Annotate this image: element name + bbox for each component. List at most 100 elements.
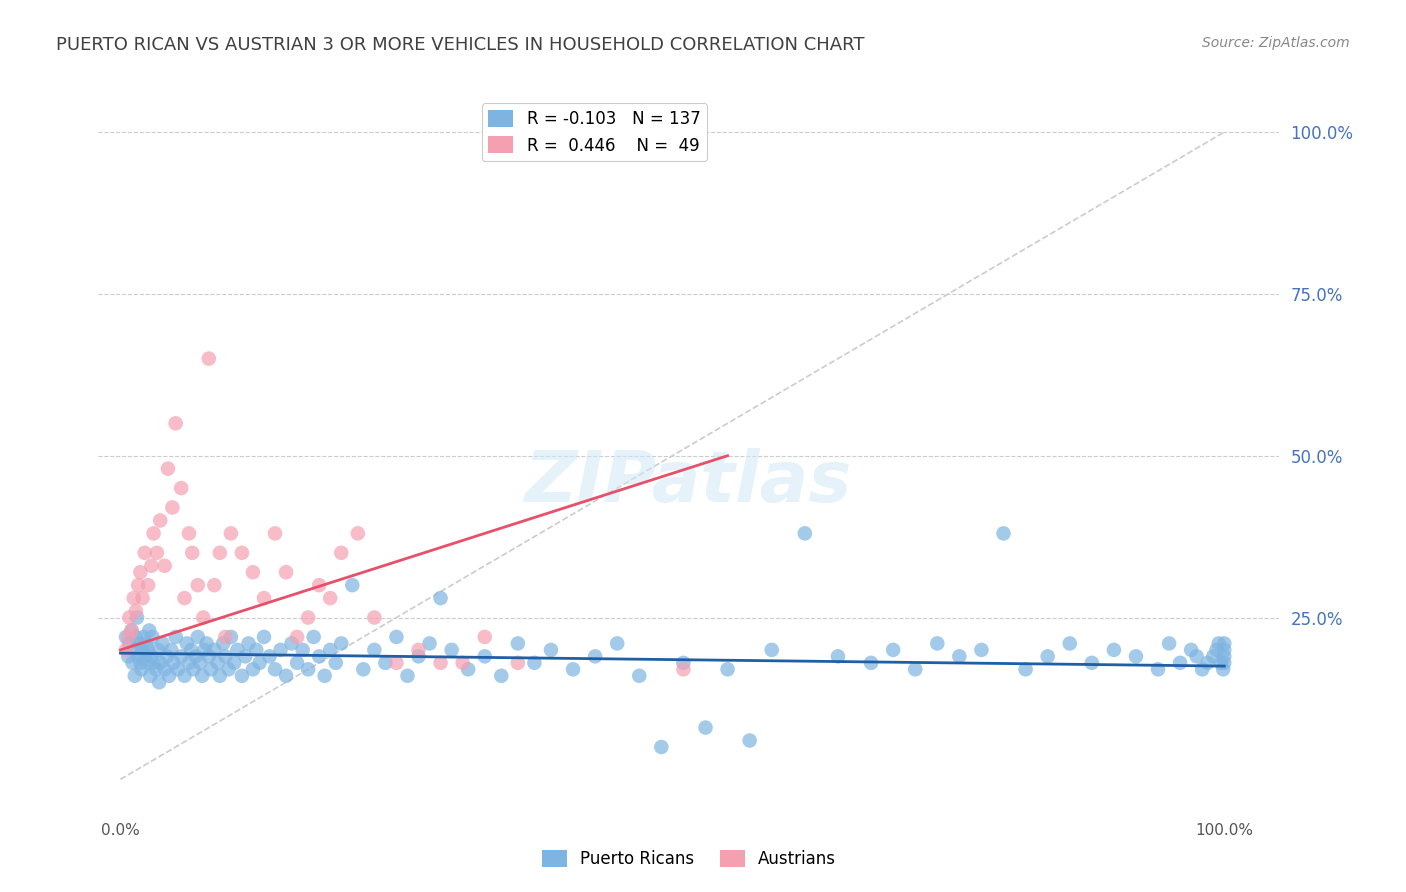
- Puerto Ricans: [141, 649, 163, 664]
- Puerto Ricans: [882, 643, 904, 657]
- Austrians: [474, 630, 496, 644]
- Puerto Ricans: [457, 662, 479, 676]
- Puerto Ricans: [162, 656, 184, 670]
- Puerto Ricans: [583, 649, 606, 664]
- Puerto Ricans: [187, 630, 209, 644]
- Austrians: [146, 546, 169, 560]
- Puerto Ricans: [280, 636, 302, 650]
- Puerto Ricans: [148, 675, 170, 690]
- Austrians: [253, 591, 276, 606]
- Austrians: [363, 610, 385, 624]
- Puerto Ricans: [233, 649, 256, 664]
- Puerto Ricans: [285, 656, 308, 670]
- Puerto Ricans: [314, 669, 336, 683]
- Puerto Ricans: [128, 636, 150, 650]
- Austrians: [122, 591, 145, 606]
- Puerto Ricans: [195, 636, 218, 650]
- Puerto Ricans: [1197, 656, 1219, 670]
- Austrians: [214, 630, 236, 644]
- Puerto Ricans: [562, 662, 585, 676]
- Legend: R = -0.103   N = 137, R =  0.446    N =  49: R = -0.103 N = 137, R = 0.446 N = 49: [482, 103, 707, 161]
- Austrians: [187, 578, 209, 592]
- Austrians: [141, 558, 163, 573]
- Puerto Ricans: [264, 662, 287, 676]
- Puerto Ricans: [153, 662, 176, 676]
- Puerto Ricans: [207, 656, 229, 670]
- Austrians: [202, 578, 225, 592]
- Puerto Ricans: [231, 669, 253, 683]
- Puerto Ricans: [270, 643, 292, 657]
- Puerto Ricans: [793, 526, 815, 541]
- Puerto Ricans: [219, 630, 242, 644]
- Puerto Ricans: [827, 649, 849, 664]
- Puerto Ricans: [308, 649, 330, 664]
- Austrians: [308, 578, 330, 592]
- Text: Source: ZipAtlas.com: Source: ZipAtlas.com: [1202, 36, 1350, 50]
- Austrians: [136, 578, 159, 592]
- Puerto Ricans: [202, 643, 225, 657]
- Puerto Ricans: [177, 656, 200, 670]
- Puerto Ricans: [238, 636, 260, 650]
- Puerto Ricans: [124, 669, 146, 683]
- Puerto Ricans: [491, 669, 513, 683]
- Puerto Ricans: [1191, 662, 1213, 676]
- Puerto Ricans: [738, 733, 761, 747]
- Text: ZIPatlas: ZIPatlas: [526, 448, 852, 517]
- Puerto Ricans: [173, 669, 195, 683]
- Austrians: [219, 526, 242, 541]
- Austrians: [285, 630, 308, 644]
- Austrians: [231, 546, 253, 560]
- Puerto Ricans: [145, 662, 167, 676]
- Austrians: [385, 656, 408, 670]
- Puerto Ricans: [396, 669, 419, 683]
- Puerto Ricans: [352, 662, 374, 676]
- Austrians: [131, 591, 153, 606]
- Puerto Ricans: [474, 649, 496, 664]
- Austrians: [134, 546, 156, 560]
- Austrians: [115, 643, 138, 657]
- Puerto Ricans: [180, 643, 202, 657]
- Puerto Ricans: [193, 643, 215, 657]
- Austrians: [319, 591, 342, 606]
- Puerto Ricans: [125, 630, 148, 644]
- Puerto Ricans: [198, 649, 221, 664]
- Puerto Ricans: [184, 649, 207, 664]
- Puerto Ricans: [385, 630, 408, 644]
- Puerto Ricans: [330, 636, 353, 650]
- Austrians: [121, 624, 143, 638]
- Austrians: [127, 578, 149, 592]
- Puerto Ricans: [927, 636, 949, 650]
- Puerto Ricans: [993, 526, 1015, 541]
- Puerto Ricans: [1168, 656, 1191, 670]
- Puerto Ricans: [716, 662, 738, 676]
- Austrians: [264, 526, 287, 541]
- Puerto Ricans: [134, 649, 156, 664]
- Puerto Ricans: [1036, 649, 1059, 664]
- Puerto Ricans: [1102, 643, 1125, 657]
- Text: PUERTO RICAN VS AUSTRIAN 3 OR MORE VEHICLES IN HOUSEHOLD CORRELATION CHART: PUERTO RICAN VS AUSTRIAN 3 OR MORE VEHIC…: [56, 36, 865, 54]
- Puerto Ricans: [540, 643, 562, 657]
- Puerto Ricans: [363, 643, 385, 657]
- Puerto Ricans: [249, 656, 271, 670]
- Puerto Ricans: [176, 636, 198, 650]
- Puerto Ricans: [118, 636, 141, 650]
- Puerto Ricans: [136, 643, 159, 657]
- Austrians: [330, 546, 353, 560]
- Puerto Ricans: [141, 630, 163, 644]
- Puerto Ricans: [1209, 656, 1232, 670]
- Puerto Ricans: [218, 662, 240, 676]
- Legend: Puerto Ricans, Austrians: Puerto Ricans, Austrians: [536, 843, 842, 875]
- Puerto Ricans: [121, 656, 143, 670]
- Puerto Ricans: [650, 739, 672, 754]
- Austrians: [173, 591, 195, 606]
- Puerto Ricans: [440, 643, 463, 657]
- Puerto Ricans: [1014, 662, 1036, 676]
- Puerto Ricans: [274, 669, 297, 683]
- Puerto Ricans: [1202, 649, 1225, 664]
- Puerto Ricans: [242, 662, 264, 676]
- Puerto Ricans: [672, 656, 695, 670]
- Puerto Ricans: [1157, 636, 1180, 650]
- Puerto Ricans: [606, 636, 628, 650]
- Puerto Ricans: [167, 662, 190, 676]
- Puerto Ricans: [1208, 636, 1230, 650]
